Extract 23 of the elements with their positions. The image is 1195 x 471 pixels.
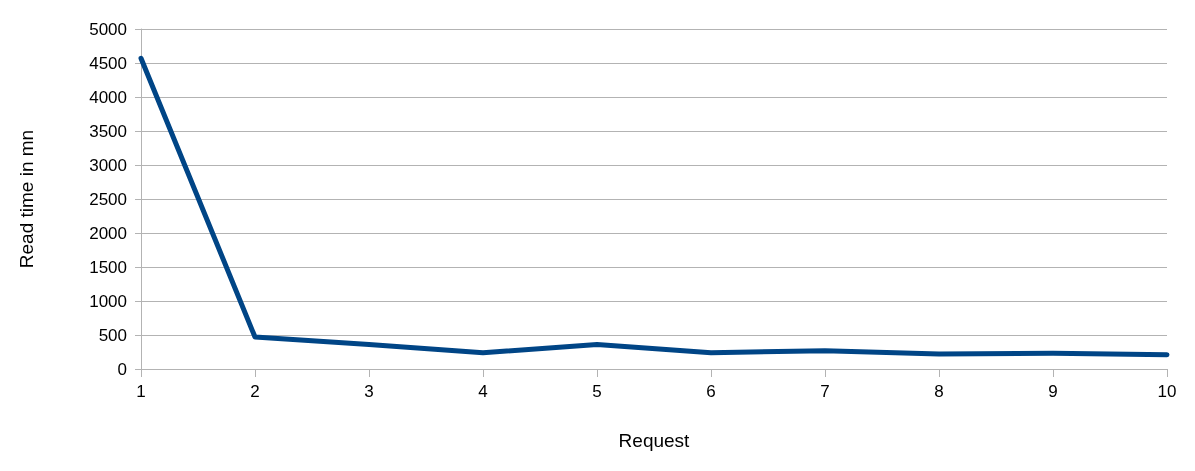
y-tick-label: 1000 — [89, 291, 127, 311]
x-tick-label: 9 — [1048, 382, 1058, 401]
x-tick-label: 6 — [706, 382, 716, 401]
y-tick-label: 500 — [98, 325, 127, 345]
y-tick-label: 4500 — [89, 53, 127, 73]
x-tick-label: 10 — [1157, 382, 1177, 401]
x-tick-label: 2 — [250, 382, 260, 401]
y-tick-label: 2000 — [89, 223, 127, 243]
y-tick-label: 4000 — [89, 87, 127, 107]
x-tick-label: 8 — [934, 382, 944, 401]
x-tick-label: 3 — [364, 382, 374, 401]
y-tick-label: 5000 — [89, 19, 127, 39]
x-tick-label: 5 — [592, 382, 602, 401]
y-tick-label: 2500 — [89, 189, 127, 209]
x-tick-label: 4 — [478, 382, 488, 401]
y-tick-label: 1500 — [89, 257, 127, 277]
y-tick-label: 3500 — [89, 121, 127, 141]
x-tick-label: 1 — [136, 382, 146, 401]
y-axis-title: Read time in mn — [16, 129, 37, 269]
x-tick-label: 7 — [820, 382, 830, 401]
y-tick-label: 0 — [117, 359, 127, 379]
x-axis-title: Request — [618, 430, 691, 451]
y-tick-label: 3000 — [89, 155, 127, 175]
